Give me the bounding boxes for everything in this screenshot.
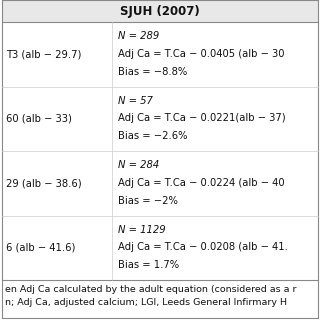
- Bar: [2, 0, 318, 22]
- Text: Adj Ca = T.Ca − 0.0221(alb − 37): Adj Ca = T.Ca − 0.0221(alb − 37): [118, 114, 286, 124]
- Text: N = 289: N = 289: [118, 31, 159, 41]
- Text: Bias = −2.6%: Bias = −2.6%: [118, 132, 188, 141]
- Text: Bias = −8.8%: Bias = −8.8%: [118, 67, 187, 77]
- Text: Bias = −2%: Bias = −2%: [118, 196, 178, 206]
- Text: N = 1129: N = 1129: [118, 225, 166, 235]
- Text: Adj Ca = T.Ca − 0.0405 (alb − 30: Adj Ca = T.Ca − 0.0405 (alb − 30: [118, 49, 284, 59]
- Text: Adj Ca = T.Ca − 0.0224 (alb − 40: Adj Ca = T.Ca − 0.0224 (alb − 40: [118, 178, 284, 188]
- Text: en Adj Ca calculated by the adult equation (considered as a r: en Adj Ca calculated by the adult equati…: [5, 285, 297, 294]
- Text: 6 (alb − 41.6): 6 (alb − 41.6): [6, 243, 76, 253]
- Text: SJUH (2007): SJUH (2007): [120, 4, 200, 18]
- Text: 29 (alb − 38.6): 29 (alb − 38.6): [6, 178, 82, 188]
- Text: T3 (alb − 29.7): T3 (alb − 29.7): [6, 49, 81, 59]
- Text: Adj Ca = T.Ca − 0.0208 (alb − 41.: Adj Ca = T.Ca − 0.0208 (alb − 41.: [118, 243, 288, 252]
- Text: 60 (alb − 33): 60 (alb − 33): [6, 114, 72, 124]
- Text: N = 284: N = 284: [118, 160, 159, 170]
- Text: N = 57: N = 57: [118, 96, 153, 106]
- Text: Bias = 1.7%: Bias = 1.7%: [118, 260, 179, 270]
- Text: n; Adj Ca, adjusted calcium; LGI, Leeds General Infirmary H: n; Adj Ca, adjusted calcium; LGI, Leeds …: [5, 298, 287, 307]
